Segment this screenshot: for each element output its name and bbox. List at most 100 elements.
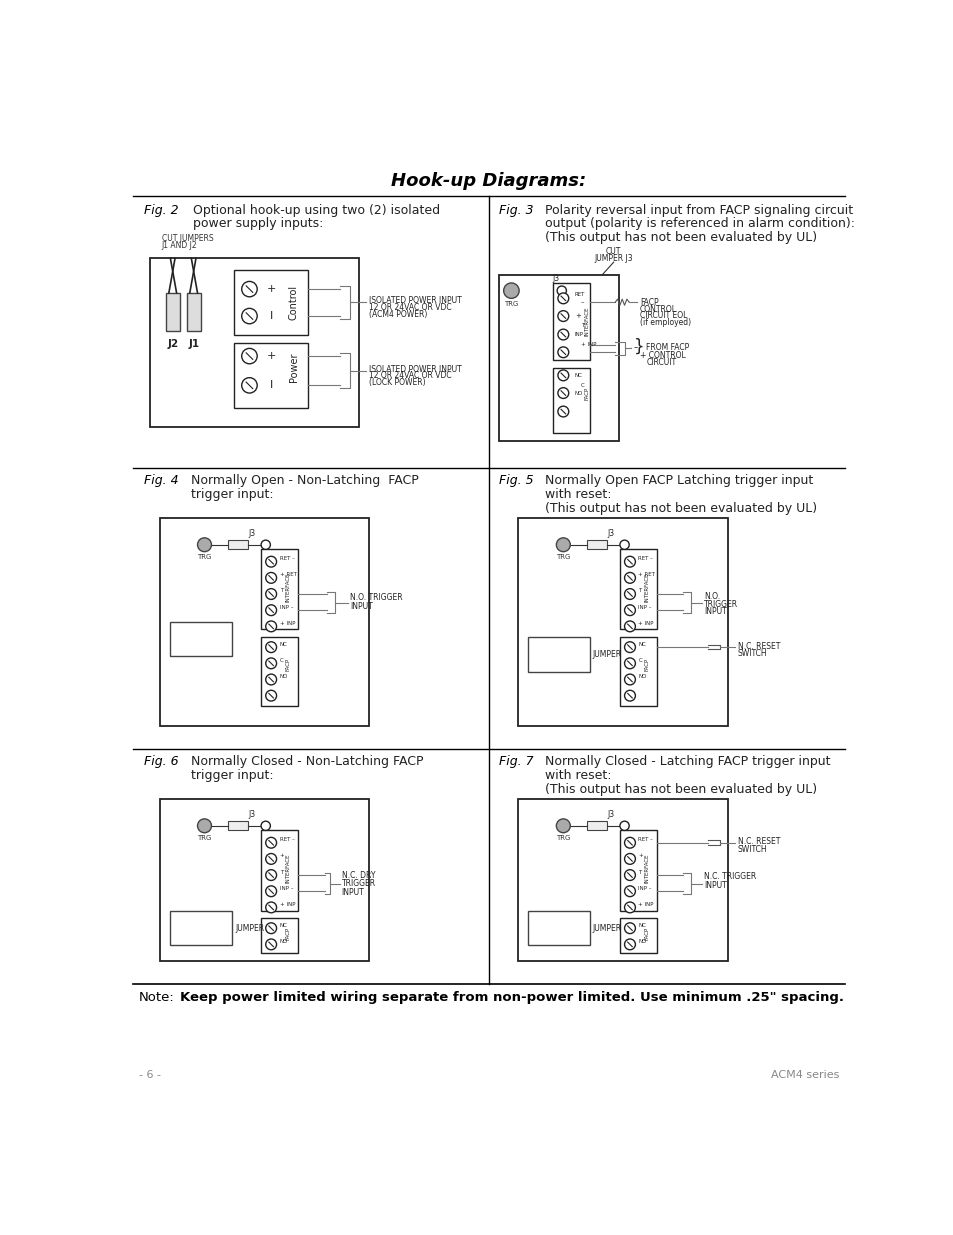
- Text: + INP: + INP: [279, 902, 294, 906]
- Text: Fig. 3: Fig. 3: [498, 204, 533, 216]
- Text: INPUT: INPUT: [703, 881, 726, 889]
- Text: RET –: RET –: [279, 837, 294, 842]
- Text: RET –: RET –: [638, 556, 653, 561]
- Bar: [528, 637, 590, 672]
- Circle shape: [266, 885, 276, 897]
- Bar: [517, 799, 727, 961]
- Circle shape: [197, 537, 212, 552]
- Text: NC: NC: [638, 923, 646, 927]
- Text: Note:: Note:: [138, 990, 174, 1004]
- Text: + RET: + RET: [638, 572, 655, 577]
- Bar: [553, 283, 590, 359]
- Text: RET –: RET –: [638, 837, 653, 842]
- Circle shape: [266, 923, 276, 934]
- Text: NO: NO: [279, 674, 288, 679]
- Text: NO: NO: [279, 939, 288, 944]
- Circle shape: [556, 819, 570, 832]
- Circle shape: [558, 406, 568, 417]
- Text: TRG: TRG: [504, 300, 518, 306]
- Text: NC: NC: [279, 641, 287, 647]
- Text: N.C. RESET: N.C. RESET: [737, 642, 780, 651]
- Text: N.O.: N.O.: [703, 592, 720, 601]
- Text: NO: NO: [638, 674, 646, 679]
- Text: (This output has not been evaluated by UL): (This output has not been evaluated by U…: [545, 783, 817, 795]
- Text: I: I: [270, 380, 274, 390]
- Text: Optional hook-up using two (2) isolated: Optional hook-up using two (2) isolated: [193, 204, 439, 216]
- Text: INPUT: INPUT: [350, 601, 373, 611]
- Text: J1: J1: [188, 340, 199, 350]
- Text: N.C. DRY: N.C. DRY: [341, 871, 375, 879]
- Bar: [261, 637, 298, 706]
- Circle shape: [624, 658, 635, 668]
- Circle shape: [558, 311, 568, 321]
- Text: INPUT: INPUT: [341, 888, 364, 897]
- Bar: [517, 517, 727, 726]
- Circle shape: [624, 923, 635, 934]
- Circle shape: [624, 556, 635, 567]
- Circle shape: [266, 939, 276, 950]
- Text: + INP: + INP: [638, 621, 654, 626]
- Circle shape: [266, 573, 276, 583]
- Circle shape: [624, 642, 635, 652]
- Text: T: T: [638, 869, 641, 874]
- Text: Normally Open FACP Latching trigger input: Normally Open FACP Latching trigger inpu…: [545, 474, 813, 487]
- Circle shape: [266, 658, 276, 668]
- Text: T: T: [279, 588, 283, 594]
- Text: J3: J3: [249, 529, 255, 537]
- Circle shape: [558, 330, 568, 340]
- Text: Fig. 5: Fig. 5: [498, 474, 533, 487]
- Bar: [586, 540, 606, 550]
- Text: J2: J2: [167, 340, 178, 350]
- Text: + INP: + INP: [580, 342, 596, 347]
- Text: INPUT: INPUT: [703, 608, 726, 616]
- Text: CUT: CUT: [605, 247, 620, 256]
- Text: }: }: [633, 338, 644, 356]
- Circle shape: [558, 293, 568, 304]
- Text: J3: J3: [552, 274, 559, 283]
- Text: JUMPER J3: JUMPER J3: [594, 253, 633, 263]
- Text: TRIGGER: TRIGGER: [703, 599, 738, 609]
- Text: SWITCH: SWITCH: [737, 650, 766, 658]
- Text: C: C: [580, 383, 584, 388]
- Circle shape: [266, 853, 276, 864]
- Text: FACP: FACP: [583, 387, 588, 400]
- Circle shape: [624, 902, 635, 913]
- Text: CUT JUMPERS: CUT JUMPERS: [162, 235, 213, 243]
- Text: J1 AND J2: J1 AND J2: [162, 241, 197, 251]
- Text: ACM4 series: ACM4 series: [770, 1070, 839, 1079]
- Text: ISOLATED POWER INPUT: ISOLATED POWER INPUT: [369, 296, 461, 305]
- Circle shape: [241, 309, 257, 324]
- Circle shape: [624, 674, 635, 685]
- Text: FROM FACP: FROM FACP: [645, 343, 689, 352]
- Circle shape: [619, 540, 629, 550]
- Circle shape: [266, 621, 276, 632]
- Circle shape: [241, 282, 257, 296]
- Circle shape: [558, 347, 568, 358]
- Bar: [528, 910, 590, 945]
- Bar: [619, 548, 657, 630]
- Text: CIRCUIT EOL: CIRCUIT EOL: [639, 311, 687, 320]
- Text: INTERFACE: INTERFACE: [644, 572, 649, 601]
- Circle shape: [266, 674, 276, 685]
- Text: NO: NO: [575, 390, 582, 395]
- Text: NC: NC: [575, 373, 582, 378]
- Text: Polarity reversal input from FACP signaling circuit: Polarity reversal input from FACP signal…: [545, 204, 853, 216]
- Bar: [233, 343, 307, 409]
- Text: ISOLATED POWER INPUT: ISOLATED POWER INPUT: [369, 364, 461, 373]
- Text: with reset:: with reset:: [545, 488, 612, 500]
- Circle shape: [556, 537, 570, 552]
- Text: J3: J3: [607, 810, 614, 819]
- Text: JUMPER: JUMPER: [592, 924, 620, 932]
- Text: J3: J3: [249, 810, 255, 819]
- Text: with reset:: with reset:: [545, 769, 612, 782]
- Circle shape: [558, 370, 568, 380]
- Circle shape: [266, 556, 276, 567]
- Text: INP: INP: [575, 332, 583, 337]
- Bar: [170, 621, 232, 656]
- Circle shape: [624, 837, 635, 848]
- Text: trigger input:: trigger input:: [191, 488, 273, 500]
- Circle shape: [624, 885, 635, 897]
- Text: NO: NO: [638, 939, 646, 944]
- Text: +: +: [267, 351, 276, 361]
- Bar: [159, 517, 369, 726]
